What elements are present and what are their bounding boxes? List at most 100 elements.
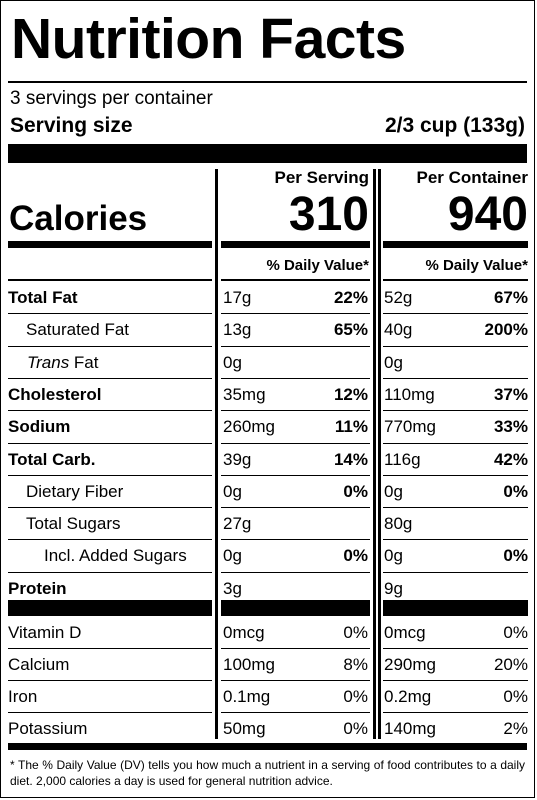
container-amount: 0g (384, 481, 403, 501)
serving-amount: 39g (223, 449, 252, 469)
row-divider-2 (383, 680, 528, 681)
container-amount: 40g (384, 320, 413, 340)
container-amount: 116g (384, 449, 421, 469)
row-divider-2 (383, 539, 528, 541)
divider-thick-vitamins-2 (383, 600, 528, 616)
container-amount: 52g (384, 288, 413, 307)
serving-amount: 0g (223, 546, 242, 566)
divider-thick-top (8, 144, 527, 163)
divider-title (8, 81, 527, 83)
row-divider-0 (8, 539, 212, 541)
serving-daily-value: 0% (343, 481, 368, 501)
container-daily-value: 2% (503, 719, 528, 738)
container-amount: 0g (384, 352, 403, 372)
serving-daily-value: 0% (343, 546, 368, 566)
container-amount: 0mcg (384, 623, 426, 642)
nutrient-name: Trans Fat (27, 353, 99, 373)
serving-daily-value: 8% (343, 655, 368, 674)
container-amount: 9g (384, 578, 403, 598)
label-title: Nutrition Facts (11, 7, 406, 71)
divider-thick-vitamins-0 (8, 600, 212, 616)
nutrient-name: Protein (8, 578, 67, 598)
serving-size-value: 2/3 cup (133g) (384, 114, 525, 137)
container-amount: 0.2mg (384, 687, 432, 706)
divider-footnote (8, 743, 527, 750)
daily-value-header-serving: % Daily Value* (266, 257, 369, 274)
row-divider-1 (221, 474, 370, 476)
serving-daily-value: 65% (333, 320, 368, 340)
row-divider-2 (383, 442, 528, 444)
calories-per-container: 940 (447, 188, 528, 241)
row-divider-1 (221, 507, 370, 509)
container-daily-value: 33% (493, 417, 528, 437)
row-divider-2 (383, 313, 528, 315)
serving-daily-value: 12% (333, 384, 368, 404)
serving-amount: 50mg (223, 719, 266, 738)
nutrient-name: Saturated Fat (26, 320, 130, 340)
row-divider-1 (221, 648, 370, 649)
container-amount: 140mg (384, 719, 436, 738)
servings-per-container: 3 servings per container (10, 88, 213, 109)
row-divider-1 (221, 680, 370, 681)
serving-amount: 0mcg (223, 623, 265, 642)
serving-amount: 0g (223, 481, 242, 501)
row-divider-1 (221, 313, 370, 315)
row-divider-1 (221, 442, 370, 444)
serving-amount: 17g (223, 288, 252, 307)
footnote: * The % Daily Value (DV) tells you how m… (10, 758, 525, 788)
nutrient-name: Total Carb. (8, 449, 96, 469)
serving-amount: 13g (223, 320, 252, 340)
vitamin-name: Potassium (8, 719, 88, 738)
divider-calories-left (8, 241, 212, 248)
row-divider-head-2 (383, 279, 528, 281)
container-amount: 110mg (384, 384, 435, 404)
serving-amount: 27g (223, 514, 252, 534)
row-divider-2 (383, 377, 528, 379)
nutrient-name-italic: Trans (27, 352, 70, 372)
row-divider-head-1 (221, 279, 370, 281)
serving-daily-value: 0% (343, 687, 368, 706)
container-daily-value: 42% (493, 449, 528, 469)
container-daily-value: 0% (503, 687, 528, 706)
row-divider-1 (221, 377, 370, 379)
container-daily-value: 0% (503, 481, 528, 501)
row-divider-1 (221, 410, 370, 412)
daily-value-header-container: % Daily Value* (425, 257, 528, 274)
nutrient-name: Cholesterol (8, 384, 102, 404)
row-divider-2 (383, 571, 528, 573)
row-divider-1 (221, 712, 370, 713)
row-divider-0 (8, 377, 212, 379)
row-divider-1 (221, 539, 370, 541)
row-divider-0 (8, 648, 212, 649)
row-divider-0 (8, 474, 212, 476)
nutrient-name: Total Fat (8, 288, 78, 307)
vitamin-name: Calcium (8, 655, 70, 674)
nutrient-name: Incl. Added Sugars (44, 546, 187, 566)
container-amount: 770mg (384, 417, 436, 437)
serving-amount: 0g (223, 352, 242, 372)
serving-daily-value: 14% (333, 449, 368, 469)
row-divider-2 (383, 507, 528, 509)
serving-amount: 3g (223, 578, 242, 598)
row-divider-1 (221, 571, 370, 573)
serving-amount: 0.1mg (223, 687, 271, 706)
row-divider-1 (221, 345, 370, 347)
container-amount: 0g (384, 546, 403, 566)
row-divider-2 (383, 648, 528, 649)
column-divider-mid-2 (378, 169, 381, 739)
nutrient-name: Total Sugars (26, 514, 121, 534)
per-container-header: Per Container (416, 168, 528, 187)
row-divider-2 (383, 410, 528, 412)
serving-daily-value: 0% (343, 719, 368, 738)
calories-per-serving: 310 (288, 188, 369, 241)
serving-amount: 260mg (223, 417, 275, 437)
container-amount: 290mg (384, 655, 436, 674)
nutrient-name-rest: Fat (69, 352, 99, 372)
serving-amount: 35mg (223, 384, 266, 404)
container-amount: 80g (384, 514, 413, 534)
row-divider-0 (8, 313, 212, 315)
container-daily-value: 37% (493, 384, 528, 404)
per-serving-header: Per Serving (274, 168, 370, 187)
container-daily-value: 0% (503, 623, 528, 642)
